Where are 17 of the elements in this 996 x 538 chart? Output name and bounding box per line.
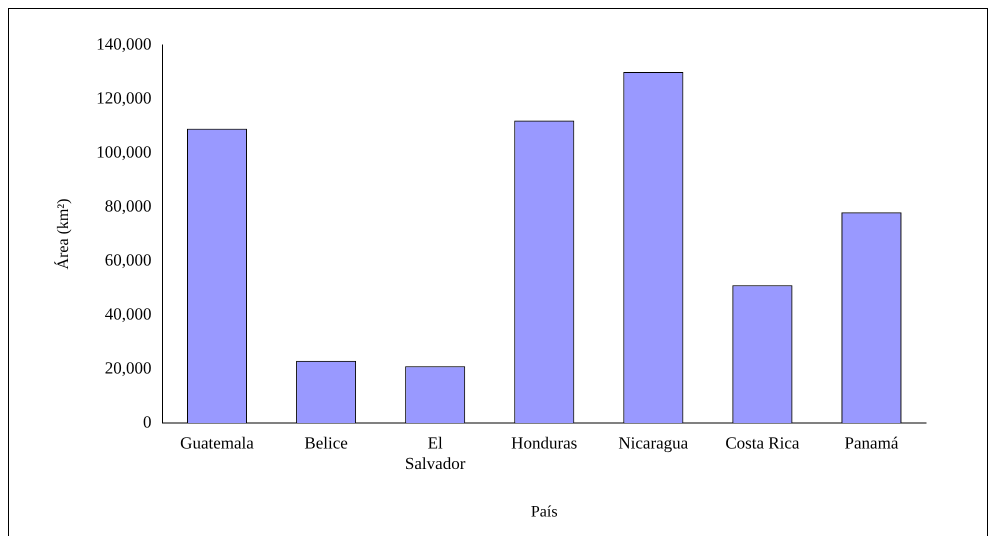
y-tick-label: 140,000 — [96, 34, 152, 54]
y-tick-label: 0 — [142, 412, 152, 432]
y-tick-label: 100,000 — [96, 142, 152, 162]
x-tick-label: Nicaragua — [618, 434, 689, 453]
y-tick-label: 80,000 — [104, 196, 152, 216]
x-axis-title: País — [530, 504, 558, 521]
y-axis-title: Área (km²) — [54, 198, 72, 270]
x-tick-label: Panamá — [844, 434, 899, 453]
x-tick-label: El Salvador — [404, 434, 466, 474]
x-tick-label: Belice — [304, 434, 348, 453]
y-tick-label: 120,000 — [96, 88, 152, 108]
y-tick-label: 60,000 — [104, 250, 152, 270]
y-tick-label: 40,000 — [104, 304, 152, 324]
y-tick-label: 20,000 — [104, 358, 152, 378]
x-tick-label: Guatemala — [180, 434, 254, 453]
x-tick-label: Costa Rica — [725, 434, 800, 453]
x-tick-label: Honduras — [511, 434, 578, 453]
